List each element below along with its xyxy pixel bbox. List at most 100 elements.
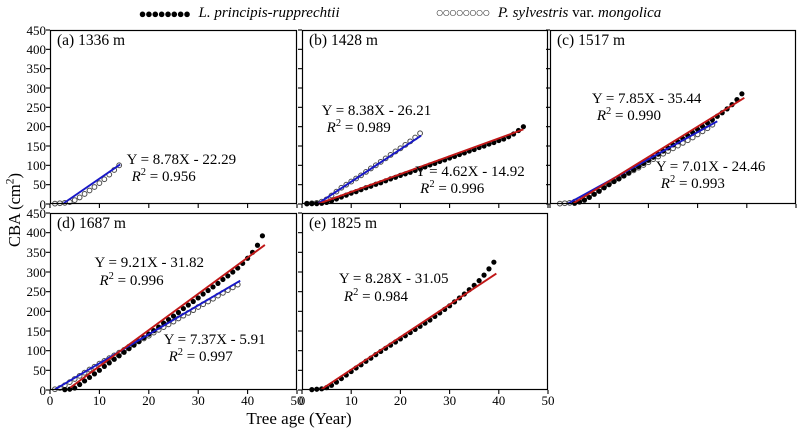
data-point-filled [581, 197, 588, 203]
legend-entry-pinus: ○○○○○○○○ P. sylvestris var. mongolica [436, 5, 662, 22]
fit-equation: Y = 7.37X - 5.91 [163, 331, 266, 348]
fit-r2: R2 = 0.956 [131, 167, 196, 186]
data-point-open [91, 184, 98, 190]
x-tick-label: 50 [541, 393, 555, 408]
fit-label-filled: Y = 9.21X - 31.82 R2 = 0.996 [94, 255, 204, 290]
panel-b-plot [298, 29, 549, 208]
x-tick-label: 0 [298, 393, 306, 408]
regression-line-open [54, 279, 241, 391]
data-point-filled [180, 305, 186, 312]
data-point-filled [86, 374, 93, 381]
fit-equation: Y = 8.28X - 31.05 [338, 271, 449, 288]
data-point-filled [190, 298, 196, 305]
data-point-open [76, 194, 83, 201]
data-point-filled [175, 309, 182, 316]
data-point-filled [91, 371, 98, 377]
y-tick-label: 400 [26, 225, 47, 241]
data-point-filled [106, 360, 112, 366]
fit-label-open: Y = 8.38X - 26.21 R2 = 0.989 [322, 103, 432, 138]
fit-r2: R2 = 0.984 [343, 286, 409, 305]
x-tick-label: 30 [191, 393, 205, 408]
data-point-filled [116, 353, 122, 359]
fit-r2: R2 = 0.990 [596, 106, 661, 125]
panel-d-plot [46, 212, 298, 394]
y-tick-label: 0 [39, 382, 47, 398]
x-tick-label: 50 [290, 393, 304, 408]
data-point-filled [111, 356, 117, 362]
fit-equation: Y = 8.78X - 22.29 [126, 151, 237, 168]
y-tick-label: 150 [26, 138, 47, 154]
data-point-filled [101, 363, 107, 369]
data-point-open [101, 176, 108, 183]
fit-label-filled: Y = 8.28X - 31.05 R2 = 0.984 [339, 271, 449, 306]
y-tick-label: 350 [26, 244, 47, 260]
data-point-filled [606, 182, 612, 188]
data-point-filled [259, 233, 266, 239]
data-point-filled [596, 188, 602, 194]
fit-r2: R2 = 0.989 [326, 118, 391, 137]
panel-c-plot [546, 29, 797, 208]
data-point-filled [611, 178, 617, 185]
data-point-filled [121, 349, 127, 355]
data-point-filled [215, 280, 221, 287]
data-point-filled [476, 278, 482, 284]
panel-frame [549, 29, 797, 205]
y-tick-label: 150 [26, 323, 47, 339]
y-tick-label: 400 [26, 41, 47, 57]
data-point-open [96, 180, 103, 187]
x-tick-label: 0 [46, 393, 54, 408]
data-point-filled [586, 194, 592, 201]
fit-label-open: Y = 7.37X - 5.91 R2 = 0.997 [164, 332, 266, 367]
fit-label-filled: Y = 7.85X - 35.44 R2 = 0.990 [592, 91, 702, 126]
panel-a-series-open-dots [52, 162, 123, 207]
panel-frame [49, 212, 298, 391]
y-tick-label: 300 [26, 80, 47, 96]
y-tick-label: 100 [26, 157, 47, 173]
y-tick-label: 300 [26, 264, 47, 280]
fit-label-filled: Y = 4.62X - 14.92 R2 = 0.996 [415, 164, 525, 199]
panel-title: (d) 1687 m [57, 215, 126, 232]
legend-label-pinus: P. sylvestris var. mongolica [497, 4, 662, 21]
fit-label-open: Y = 7.01X - 24.46 R2 = 0.993 [656, 159, 766, 194]
fit-equation: Y = 8.38X - 26.21 [321, 103, 432, 120]
data-point-filled [616, 176, 622, 182]
fit-r2: R2 = 0.993 [660, 174, 725, 193]
panel-title: (e) 1825 m [309, 215, 378, 232]
panel-frame [301, 29, 549, 205]
y-tick-label: 200 [26, 303, 47, 319]
panel-e-plot [298, 212, 549, 394]
data-point-filled [254, 242, 261, 248]
filled-circles-marker-icon: ●●●●●●●● [138, 5, 191, 21]
data-point-filled [220, 276, 226, 283]
data-point-filled [96, 367, 102, 373]
data-point-filled [185, 302, 191, 308]
fit-r2: R2 = 0.997 [168, 346, 233, 365]
fit-equation: Y = 7.01X - 24.46 [655, 158, 766, 175]
panel-e-1825m: 0 10 20 30 40 50 (e) 1825 m Y = 8.28X - 31.05 R2… [298, 212, 555, 407]
panel-a-plot [46, 29, 298, 208]
data-point-filled [225, 273, 231, 279]
regression-line-filled [69, 244, 266, 389]
y-tick-label: 0 [39, 196, 47, 212]
data-point-filled [170, 313, 177, 319]
panel-title: (c) 1517 m [557, 32, 626, 49]
data-point-open [71, 197, 78, 204]
y-tick-label: 350 [26, 61, 47, 77]
data-point-filled [195, 295, 201, 301]
x-axis-title: Tree age (Year) [246, 409, 352, 428]
x-tick-label: 10 [92, 393, 106, 408]
regression-line-open [567, 120, 718, 205]
data-point-filled [230, 269, 236, 275]
regression-line-open [63, 163, 121, 204]
y-axis-title: CBA (cm2) [4, 172, 25, 248]
legend-entry-larix: ●●●●●●●● L. principis-rupprechtii [139, 5, 340, 22]
regression-line-filled [318, 128, 524, 205]
open-circles-marker-icon: ○○○○○○○○ [435, 5, 491, 21]
x-tick-label: 10 [344, 393, 358, 408]
data-point-filled [210, 284, 216, 290]
y-tick-label: 50 [33, 177, 46, 193]
fit-equation: Y = 7.85X - 35.44 [591, 90, 702, 107]
fit-r2: R2 = 0.996 [420, 179, 485, 198]
